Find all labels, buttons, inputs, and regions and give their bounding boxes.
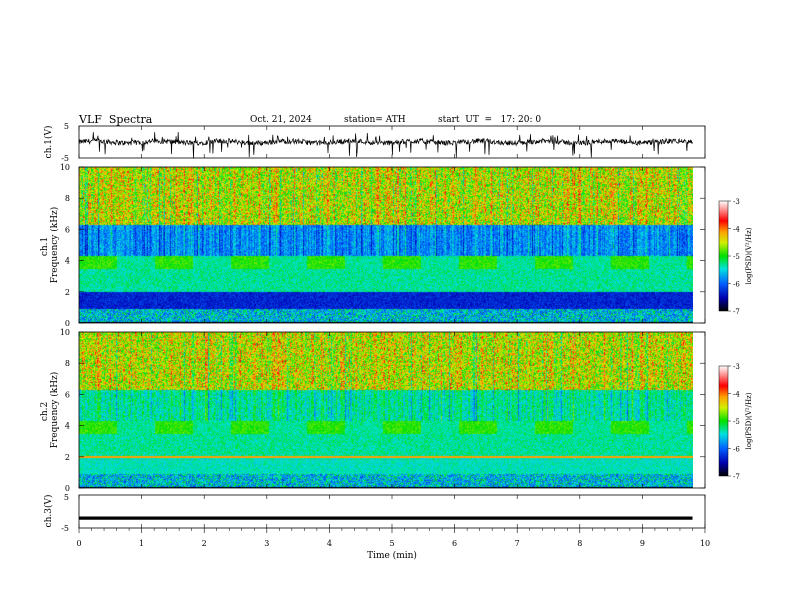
- freq-tick-label: 2: [65, 288, 70, 297]
- ch1-waveform-ylabel: ch.1(V): [43, 126, 54, 159]
- ch2-spectrogram-ylabel: ch.2 Frequency (kHz): [40, 372, 60, 449]
- ch3-ytick-top: 5: [64, 493, 69, 502]
- ch1-ytick-bottom: -5: [61, 154, 69, 163]
- ch2-colorbar-label: log(PSD)(V²/Hz): [745, 392, 753, 449]
- ch1-ytick-top: 5: [64, 122, 69, 131]
- freq-tick-label: 0: [65, 319, 70, 328]
- ch1-freq-ticks: 0 2 4 6 8 10: [60, 163, 705, 328]
- freq-tick-label: 0: [65, 484, 70, 493]
- ch3-waveform-ylabel: ch.3(V): [43, 495, 54, 528]
- freq-tick-label: 10: [60, 163, 70, 172]
- ch3-waveform-frame: [78, 494, 706, 529]
- time-axis-ticks: 0 1 2 3 4 5 6 7 8 9 10: [76, 126, 710, 548]
- ch1-colorbar-ticks: -3 -4 -5 -6 -7: [728, 198, 740, 316]
- ch1-waveform-panel: 5 -5 ch.1(V): [43, 122, 706, 163]
- colorbar-tick-label: -7: [733, 473, 740, 481]
- time-tick-label: 8: [577, 539, 582, 548]
- time-tick-label: 10: [700, 539, 710, 548]
- time-tick-label: 2: [202, 539, 207, 548]
- colorbar-tick-label: -5: [733, 253, 740, 261]
- freq-tick-label: 6: [65, 225, 70, 234]
- ch1-spectrogram-image: [79, 167, 693, 323]
- time-tick-label: 3: [264, 539, 269, 548]
- ch2-spectrogram-image: [79, 332, 693, 488]
- ch1-yl-b: Frequency (kHz): [49, 207, 60, 284]
- start-time-label: start UT = 17: 20: 0: [438, 115, 542, 125]
- ch2-yl-b: Frequency (kHz): [49, 372, 60, 449]
- figure-title: VLF Spectra: [79, 113, 153, 126]
- time-tick-label: 7: [515, 539, 520, 548]
- colorbar-tick-label: -6: [733, 446, 740, 454]
- ch2-colorbar-ticks: -3 -4 -5 -6 -7: [728, 363, 740, 481]
- time-tick-label: 0: [76, 539, 81, 548]
- ch2-freq-ticks: 0 2 4 6 8 10: [60, 328, 705, 493]
- ch1-ylabel-line1: ch.1: [40, 237, 50, 256]
- colorbar-tick-label: -4: [733, 226, 740, 234]
- ch1-colorbar: [718, 200, 729, 312]
- ch1-spectrogram-ylabel: ch.1 Frequency (kHz): [40, 207, 60, 284]
- ch3-ytick-bottom: -5: [61, 524, 69, 533]
- time-axis-label: Time (min): [367, 550, 417, 561]
- colorbar-tick-label: -3: [733, 198, 740, 206]
- freq-tick-label: 10: [60, 328, 70, 337]
- station-label: station= ATH: [344, 115, 406, 125]
- ch1-colorbar-label: log(PSD)(V²/Hz): [745, 227, 753, 284]
- colorbar-tick-label: -5: [733, 418, 740, 426]
- time-tick-label: 4: [327, 539, 332, 548]
- date-label: Oct. 21, 2024: [250, 115, 312, 125]
- freq-tick-label: 4: [65, 257, 70, 266]
- freq-tick-label: 4: [65, 422, 70, 431]
- freq-tick-label: 8: [65, 359, 70, 368]
- time-tick-label: 6: [452, 539, 457, 548]
- colorbar-tick-label: -3: [733, 363, 740, 371]
- time-tick-label: 1: [139, 539, 144, 548]
- colorbar-tick-label: -4: [733, 391, 740, 399]
- colorbar-tick-label: -7: [733, 308, 740, 316]
- freq-tick-label: 6: [65, 390, 70, 399]
- time-tick-label: 5: [389, 539, 394, 548]
- freq-tick-label: 2: [65, 453, 70, 462]
- ch3-waveform-panel: 5 -5 ch.3(V): [43, 493, 706, 533]
- freq-tick-label: 8: [65, 194, 70, 203]
- time-tick-label: 9: [640, 539, 645, 548]
- colorbar-tick-label: -6: [733, 281, 740, 289]
- ch2-ylabel-line1: ch.2: [40, 402, 50, 421]
- ch2-colorbar: [718, 365, 729, 477]
- ch1-waveform-line: [78, 131, 693, 159]
